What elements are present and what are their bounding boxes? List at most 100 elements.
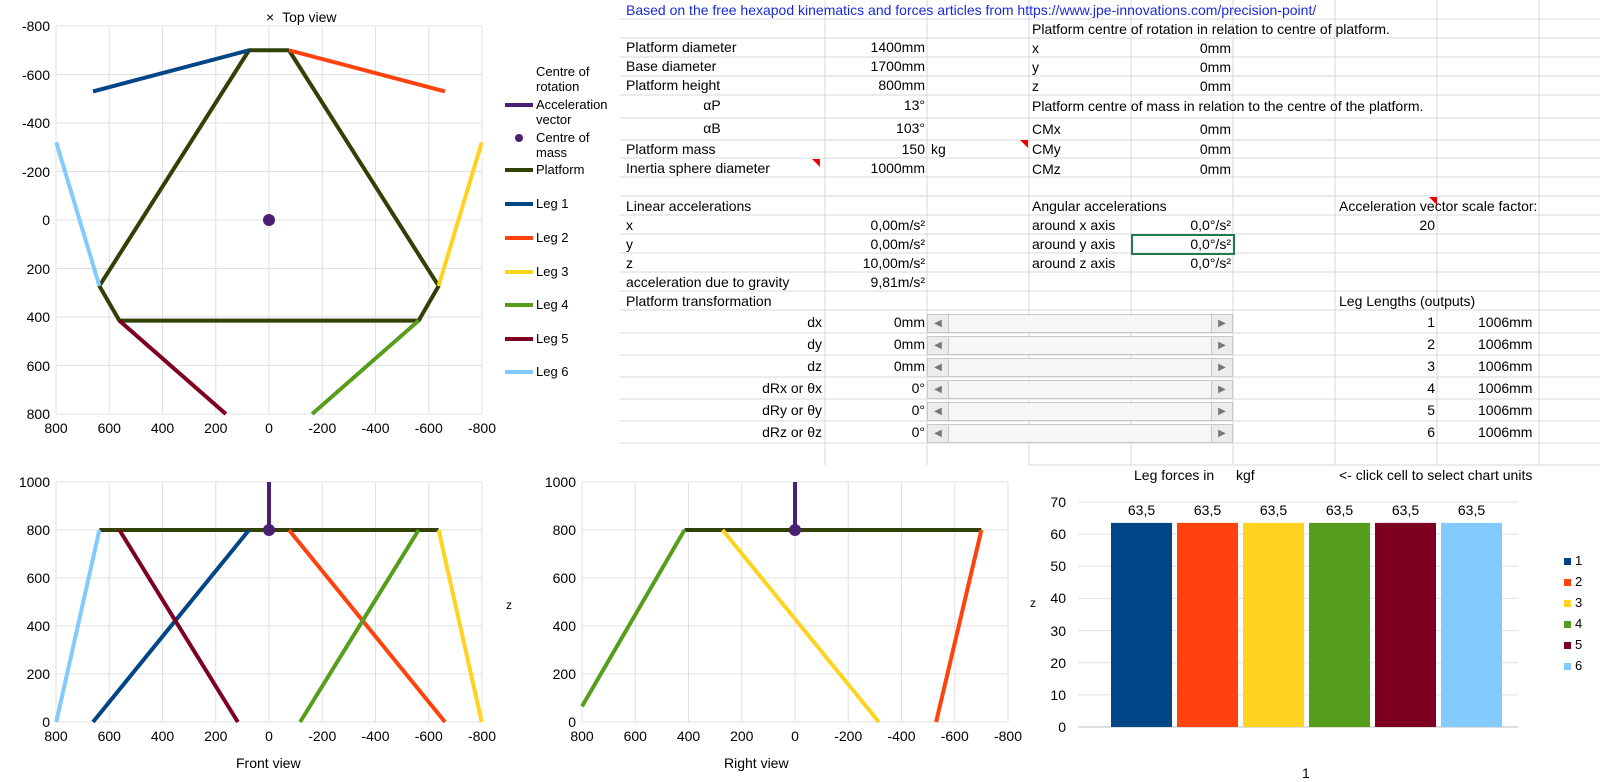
front-series-leg-4 [298,528,421,724]
transform-scrollbar[interactable]: ◀ ▶ [927,336,1233,355]
param-value[interactable]: 1000mm [870,160,925,176]
transform-title: Platform transformation [626,293,772,309]
transform-value[interactable]: 0mm [893,358,925,374]
top-x-tick: -600 [414,420,443,436]
scroll-right-arrow-icon[interactable]: ▶ [1211,381,1232,398]
comment-marker[interactable] [812,159,820,167]
angular-acc-value[interactable]: 0,0°/s² [1190,236,1231,252]
scroll-right-arrow-icon[interactable]: ▶ [1211,403,1232,420]
scroll-left-arrow-icon[interactable]: ◀ [928,403,949,420]
top-y-tick: 400 [26,309,50,325]
leg-length[interactable]: 1006mm [1478,402,1533,418]
top-legend-item: Leg 4 [536,297,569,312]
scroll-right-arrow-icon[interactable]: ▶ [1211,315,1232,332]
header-link[interactable]: Based on the free hexapod kinematics and… [626,2,1317,18]
selected-cell-highlight[interactable] [1131,234,1235,255]
param-label: Platform diameter [626,39,737,55]
leg-length[interactable]: 1006mm [1478,424,1533,440]
leg-forces-ylabel: z [1030,596,1036,610]
rotation-value[interactable]: 0mm [1199,59,1231,75]
angular-acc-label: around z axis [1032,255,1116,271]
front-y-tick: 400 [26,618,50,634]
right-y-tick: 200 [552,666,576,682]
scroll-right-arrow-icon[interactable]: ▶ [1211,425,1232,442]
leg-length[interactable]: 1006mm [1478,380,1533,396]
bar-y-tick: 0 [1058,719,1066,735]
right-x-tick: 0 [791,728,799,744]
rotation-value[interactable]: 0mm [1199,40,1231,56]
bar-legend-swatch [1564,579,1571,586]
transform-value[interactable]: 0° [911,380,925,396]
front-x-tick: 200 [204,728,228,744]
right-y-tick: 1000 [544,474,576,490]
bar-data-label: 63,5 [1391,501,1420,518]
top-x-tick: 400 [150,420,175,436]
param-value[interactable]: 150 [901,141,925,157]
transform-scrollbar[interactable]: ◀ ▶ [927,358,1233,377]
linear-acc-value[interactable]: 9,81m/s² [870,274,925,290]
param-value[interactable]: 800mm [878,77,925,93]
top-legend-swatch [515,134,523,142]
linear-acc-value[interactable]: 0,00m/s² [870,217,925,233]
bar-y-tick: 40 [1050,590,1066,607]
leg-number: 4 [1427,380,1435,396]
top-y-tick: 0 [42,212,50,228]
bar-y-tick: 70 [1050,494,1066,510]
rotation-value[interactable]: 0mm [1199,78,1231,94]
top-y-tick: -200 [21,163,50,180]
bar-legend-label: 2 [1575,574,1583,589]
mass-value[interactable]: 0mm [1199,141,1231,157]
scale-factor-value[interactable]: 20 [1419,217,1435,233]
param-value[interactable]: 1700mm [870,58,925,74]
angular-acc-value[interactable]: 0,0°/s² [1190,217,1231,233]
mass-value[interactable]: 0mm [1199,161,1231,177]
scroll-left-arrow-icon[interactable]: ◀ [928,425,949,442]
scroll-left-arrow-icon[interactable]: ◀ [928,315,949,332]
front-view-xlabel: Front view [236,755,301,771]
comment-marker[interactable] [1429,197,1437,205]
transform-value[interactable]: 0mm [893,336,925,352]
leg-lengths-title: Leg Lengths (outputs) [1339,293,1476,309]
leg-forces-category: 1 [1302,765,1310,781]
mass-label: CMx [1032,121,1061,137]
transform-value[interactable]: 0° [911,424,925,440]
bar-legend-swatch [1564,642,1571,649]
bar-y-tick: 30 [1050,622,1066,639]
linear-acc-value[interactable]: 0,00m/s² [870,236,925,252]
param-value[interactable]: 1400mm [870,39,925,55]
bar-y-tick: 50 [1050,558,1066,575]
leg-length[interactable]: 1006mm [1478,314,1533,330]
angular-acc-value[interactable]: 0,0°/s² [1190,255,1231,271]
transform-scrollbar[interactable]: ◀ ▶ [927,424,1233,443]
transform-value[interactable]: 0° [911,402,925,418]
mass-value[interactable]: 0mm [1199,121,1231,137]
linear-acc-value[interactable]: 10,00m/s² [862,255,925,271]
leg-length[interactable]: 1006mm [1478,336,1533,352]
scroll-left-arrow-icon[interactable]: ◀ [928,381,949,398]
param-value[interactable]: 13° [903,97,925,113]
leg-forces-unit[interactable]: kgf [1236,467,1255,483]
scroll-right-arrow-icon[interactable]: ▶ [1211,359,1232,376]
param-value[interactable]: 103° [896,120,925,136]
transform-scrollbar[interactable]: ◀ ▶ [927,402,1233,421]
transform-label: dz [807,358,822,374]
right-x-tick: 600 [623,728,647,744]
linear-acc-label: y [626,236,633,252]
scroll-left-arrow-icon[interactable]: ◀ [928,337,949,354]
transform-scrollbar[interactable]: ◀ ▶ [927,380,1233,399]
transform-scrollbar[interactable]: ◀ ▶ [927,314,1233,333]
right-series-centre-of-mass [789,524,801,536]
comment-marker[interactable] [1020,140,1028,148]
scroll-right-arrow-icon[interactable]: ▶ [1211,337,1232,354]
rotation-label: x [1032,40,1039,56]
bar-legend-label: 5 [1575,637,1583,652]
scroll-left-arrow-icon[interactable]: ◀ [928,359,949,376]
leg-forces-label: Leg forces in [1134,467,1215,483]
transform-value[interactable]: 0mm [893,314,925,330]
leg-length[interactable]: 1006mm [1478,358,1533,374]
leg-number: 1 [1427,314,1435,330]
